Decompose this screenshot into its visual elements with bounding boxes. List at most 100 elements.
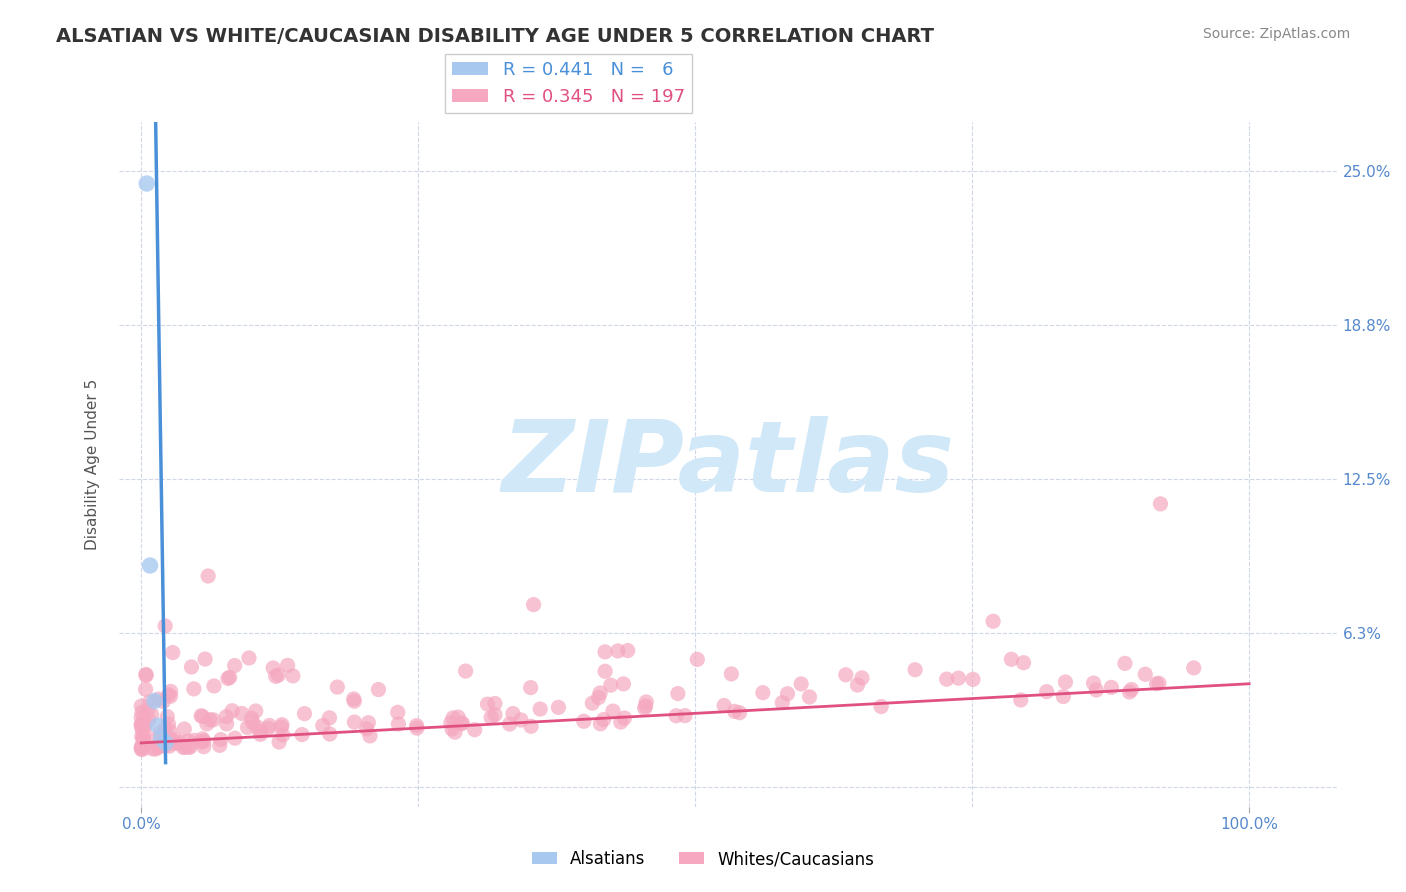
Whites/Caucasians bbox=[224, 731, 246, 746]
Whites/Caucasians bbox=[441, 722, 464, 736]
Alsatians bbox=[150, 731, 173, 745]
Whites/Caucasians bbox=[519, 681, 541, 695]
Whites/Caucasians bbox=[262, 661, 284, 675]
Whites/Caucasians bbox=[173, 740, 195, 755]
Whites/Caucasians bbox=[152, 694, 174, 708]
Whites/Caucasians bbox=[142, 742, 165, 756]
Alsatians bbox=[155, 736, 177, 750]
Whites/Caucasians bbox=[217, 672, 239, 686]
Whites/Caucasians bbox=[720, 667, 742, 681]
Whites/Caucasians bbox=[179, 739, 201, 754]
Whites/Caucasians bbox=[153, 619, 176, 633]
Whites/Caucasians bbox=[523, 598, 546, 612]
Whites/Caucasians bbox=[312, 718, 335, 732]
Whites/Caucasians bbox=[159, 690, 181, 704]
Whites/Caucasians bbox=[240, 715, 263, 730]
Whites/Caucasians bbox=[770, 696, 793, 710]
Text: Source: ZipAtlas.com: Source: ZipAtlas.com bbox=[1202, 27, 1350, 41]
Whites/Caucasians bbox=[131, 717, 153, 731]
Alsatians bbox=[143, 694, 166, 708]
Whites/Caucasians bbox=[1118, 685, 1140, 699]
Alsatians bbox=[146, 719, 169, 733]
Whites/Caucasians bbox=[450, 716, 472, 731]
Whites/Caucasians bbox=[636, 695, 658, 709]
Whites/Caucasians bbox=[136, 704, 159, 718]
Whites/Caucasians bbox=[191, 735, 214, 749]
Whites/Caucasians bbox=[799, 690, 821, 704]
Whites/Caucasians bbox=[387, 706, 409, 720]
Whites/Caucasians bbox=[156, 709, 179, 723]
Whites/Caucasians bbox=[1000, 652, 1022, 666]
Whites/Caucasians bbox=[281, 669, 304, 683]
Whites/Caucasians bbox=[547, 700, 569, 714]
Whites/Caucasians bbox=[612, 677, 634, 691]
Whites/Caucasians bbox=[129, 718, 152, 732]
Whites/Caucasians bbox=[134, 719, 156, 733]
Whites/Caucasians bbox=[134, 725, 156, 739]
Whites/Caucasians bbox=[191, 709, 214, 723]
Whites/Caucasians bbox=[131, 706, 153, 720]
Whites/Caucasians bbox=[153, 727, 176, 741]
Whites/Caucasians bbox=[249, 724, 271, 739]
Alsatians bbox=[139, 558, 162, 573]
Whites/Caucasians bbox=[1052, 690, 1074, 704]
Whites/Caucasians bbox=[851, 671, 873, 685]
Whites/Caucasians bbox=[440, 715, 463, 730]
Whites/Caucasians bbox=[180, 660, 202, 674]
Whites/Caucasians bbox=[270, 720, 292, 734]
Whites/Caucasians bbox=[202, 713, 225, 727]
Whites/Caucasians bbox=[1121, 682, 1143, 697]
Whites/Caucasians bbox=[139, 695, 162, 709]
Whites/Caucasians bbox=[162, 646, 184, 660]
Whites/Caucasians bbox=[1114, 657, 1136, 671]
Whites/Caucasians bbox=[870, 699, 893, 714]
Whites/Caucasians bbox=[904, 663, 927, 677]
Whites/Caucasians bbox=[752, 686, 775, 700]
Whites/Caucasians bbox=[343, 694, 366, 708]
Whites/Caucasians bbox=[135, 682, 157, 697]
Whites/Caucasians bbox=[572, 714, 595, 729]
Whites/Caucasians bbox=[183, 681, 205, 696]
Whites/Caucasians bbox=[208, 739, 231, 753]
Whites/Caucasians bbox=[195, 717, 218, 731]
Whites/Caucasians bbox=[245, 720, 267, 734]
Whites/Caucasians bbox=[1012, 656, 1035, 670]
Alsatians bbox=[135, 177, 157, 191]
Whites/Caucasians bbox=[159, 739, 181, 753]
Whites/Caucasians bbox=[962, 673, 984, 687]
Whites/Caucasians bbox=[510, 713, 533, 727]
Y-axis label: Disability Age Under 5: Disability Age Under 5 bbox=[86, 379, 100, 550]
Whites/Caucasians bbox=[451, 716, 474, 731]
Whites/Caucasians bbox=[177, 740, 200, 755]
Whites/Caucasians bbox=[529, 702, 551, 716]
Whites/Caucasians bbox=[1182, 661, 1205, 675]
Whites/Caucasians bbox=[129, 742, 152, 756]
Whites/Caucasians bbox=[387, 717, 409, 731]
Whites/Caucasians bbox=[613, 711, 636, 725]
Whites/Caucasians bbox=[132, 731, 155, 745]
Whites/Caucasians bbox=[173, 722, 195, 736]
Whites/Caucasians bbox=[588, 690, 610, 705]
Whites/Caucasians bbox=[197, 569, 219, 583]
Whites/Caucasians bbox=[441, 711, 464, 725]
Whites/Caucasians bbox=[666, 687, 689, 701]
Whites/Caucasians bbox=[198, 713, 221, 727]
Legend: Alsatians, Whites/Caucasians: Alsatians, Whites/Caucasians bbox=[526, 844, 880, 875]
Whites/Caucasians bbox=[589, 716, 612, 731]
Whites/Caucasians bbox=[593, 645, 616, 659]
Whites/Caucasians bbox=[165, 736, 187, 750]
Whites/Caucasians bbox=[169, 735, 191, 749]
Whites/Caucasians bbox=[131, 742, 153, 756]
Whites/Caucasians bbox=[343, 715, 366, 730]
Whites/Caucasians bbox=[141, 707, 163, 722]
Whites/Caucasians bbox=[267, 735, 290, 749]
Whites/Caucasians bbox=[153, 739, 176, 753]
Whites/Caucasians bbox=[606, 644, 628, 658]
Whites/Caucasians bbox=[162, 733, 184, 747]
Whites/Caucasians bbox=[264, 669, 287, 683]
Whites/Caucasians bbox=[236, 721, 259, 735]
Whites/Caucasians bbox=[129, 719, 152, 733]
Whites/Caucasians bbox=[129, 699, 152, 714]
Whites/Caucasians bbox=[146, 732, 169, 747]
Whites/Caucasians bbox=[665, 708, 688, 723]
